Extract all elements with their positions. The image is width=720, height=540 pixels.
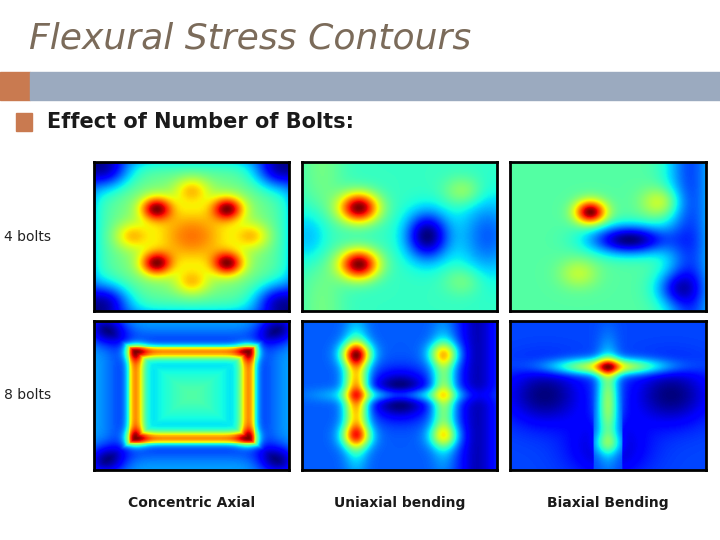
Text: Uniaxial bending: Uniaxial bending: [334, 496, 465, 510]
Text: 8 bolts: 8 bolts: [4, 388, 50, 402]
Bar: [0, 72, 30, 100]
Text: Effect of Number of Bolts:: Effect of Number of Bolts:: [47, 112, 354, 132]
Text: Concentric Axial: Concentric Axial: [127, 496, 255, 510]
Bar: [16, 113, 32, 131]
Text: Biaxial Bending: Biaxial Bending: [547, 496, 669, 510]
Text: 4 bolts: 4 bolts: [4, 230, 50, 244]
Text: Flexural Stress Contours: Flexural Stress Contours: [29, 22, 471, 56]
